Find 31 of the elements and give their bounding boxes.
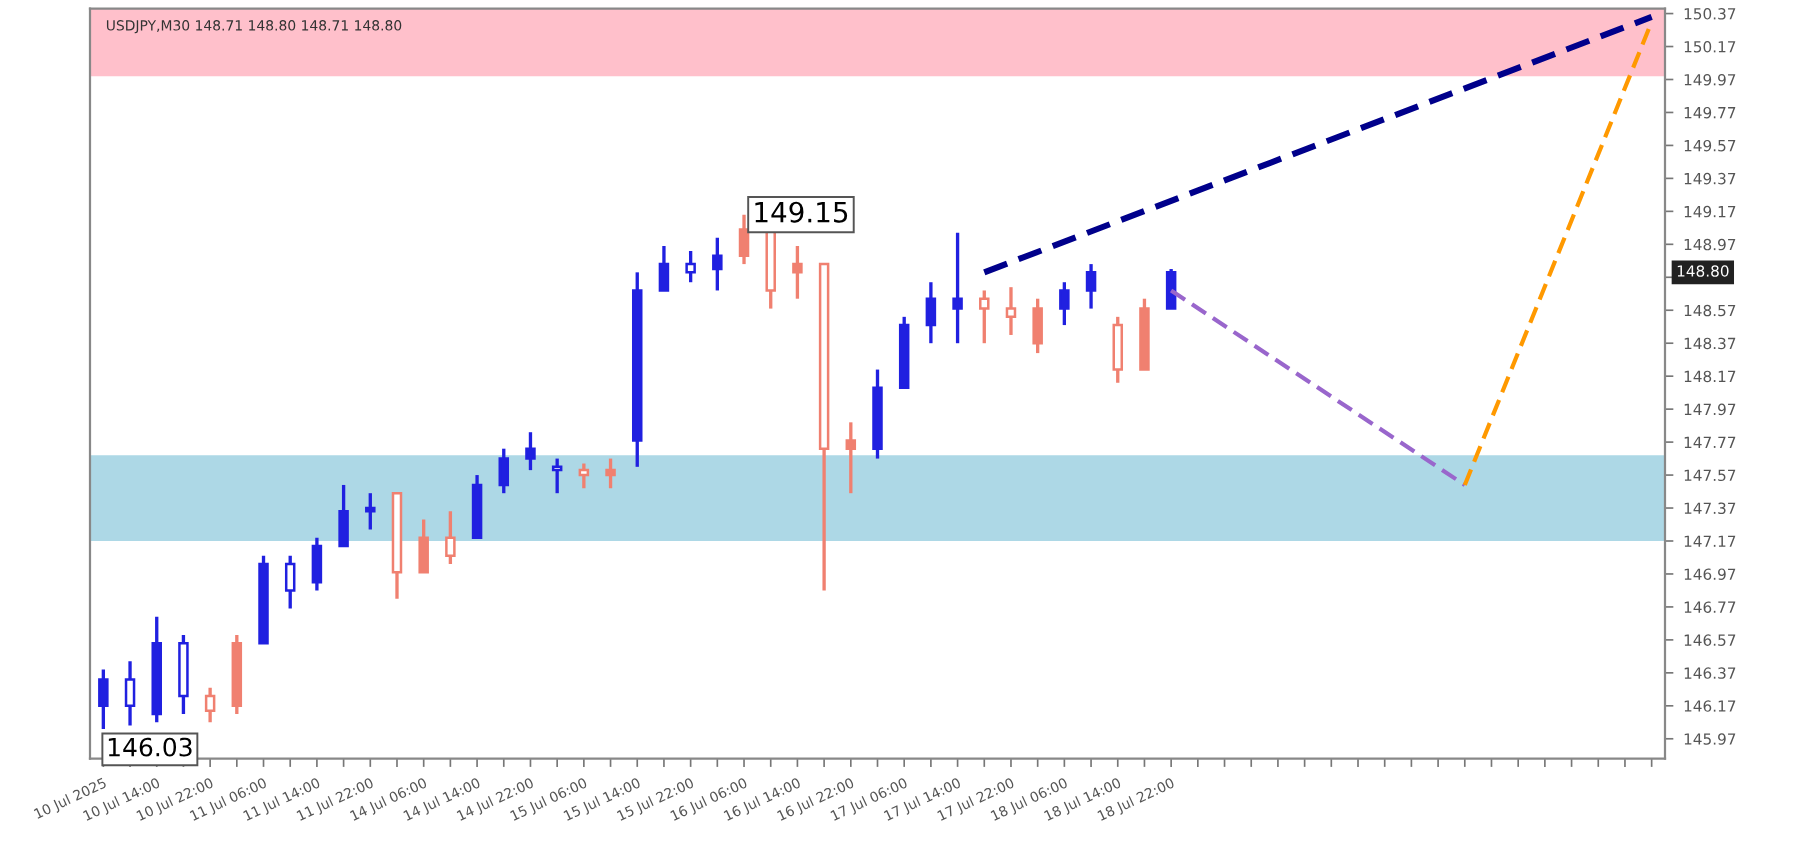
candlestick	[418, 517, 429, 574]
candlestick	[1059, 280, 1070, 327]
candlestick	[124, 659, 136, 728]
candlestick	[365, 491, 376, 532]
candlestick	[98, 667, 109, 731]
candlestick	[1005, 285, 1017, 337]
candlestick	[445, 509, 456, 566]
candlestick	[685, 249, 696, 284]
candlestick	[1032, 297, 1043, 355]
candlestick	[952, 231, 963, 345]
candlestick	[1112, 315, 1124, 385]
candlestick	[204, 686, 216, 724]
annotation: 149.15	[755, 201, 848, 223]
candlestick	[605, 456, 616, 490]
candlestick	[498, 447, 510, 495]
candlestick	[1085, 262, 1097, 311]
candlestick	[712, 236, 723, 293]
annotation: 146.03	[108, 737, 192, 757]
candlestick	[792, 244, 803, 301]
candlestick	[845, 420, 857, 495]
candlestick	[1165, 267, 1177, 311]
candlestick	[578, 461, 590, 490]
candlestick	[738, 212, 750, 266]
candlestick	[525, 430, 536, 472]
candlestick	[979, 288, 990, 345]
candlestick	[925, 280, 937, 345]
candlestick	[311, 536, 323, 593]
candlestick	[551, 456, 563, 495]
candlestick	[284, 554, 296, 611]
candlestick	[338, 483, 349, 548]
candlestick	[658, 244, 670, 293]
